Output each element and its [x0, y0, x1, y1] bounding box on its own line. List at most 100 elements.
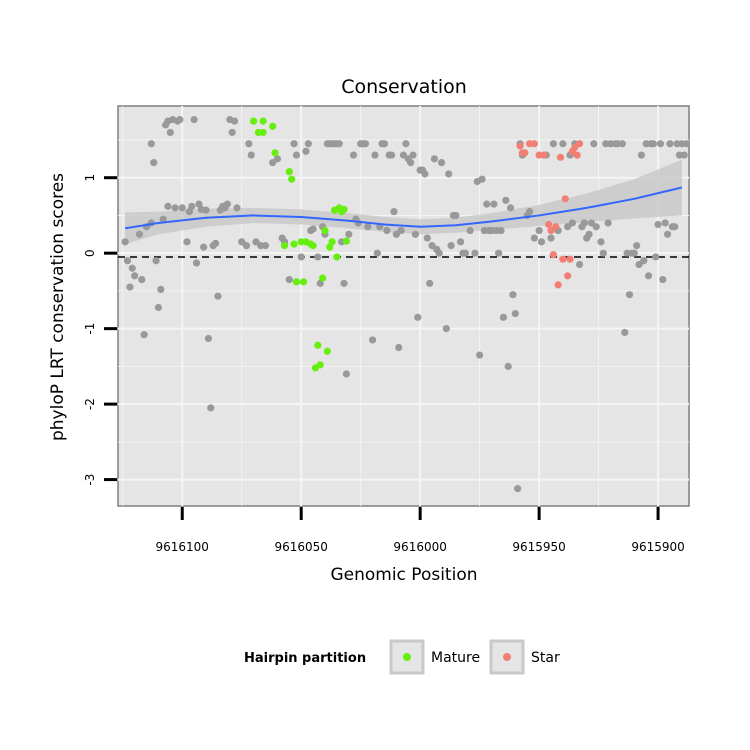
point-s0-15 [159, 215, 167, 223]
point-s0-124 [461, 249, 469, 257]
point-s0-169 [597, 238, 605, 246]
y-tick-label-4: 1 [83, 174, 97, 182]
point-s0-134 [490, 200, 498, 208]
point-s0-1 [123, 257, 132, 265]
point-s0-149 [530, 234, 538, 242]
point-s1-21 [323, 347, 331, 355]
point-s0-60 [292, 151, 301, 159]
point-s2-16 [566, 255, 574, 263]
point-s0-11 [150, 159, 158, 167]
point-s1-19 [319, 274, 327, 282]
point-s0-111 [426, 279, 434, 287]
point-s0-4 [131, 272, 139, 280]
point-s2-6 [540, 151, 548, 159]
legend-key-star [489, 639, 525, 675]
point-s2-20 [575, 140, 584, 148]
point-s2-19 [573, 151, 581, 159]
point-s0-98 [395, 343, 403, 352]
y-tick-label-1: -2 [83, 398, 97, 410]
point-s1-17 [314, 341, 322, 349]
point-s0-17 [164, 202, 172, 210]
point-s0-203 [683, 140, 691, 148]
point-s0-99 [397, 226, 405, 235]
point-s0-10 [147, 140, 155, 148]
point-s1-3 [259, 128, 267, 137]
point-s1-0 [250, 117, 258, 125]
point-s1-29 [342, 237, 350, 245]
point-s0-53 [261, 242, 270, 250]
point-s0-198 [671, 223, 679, 231]
point-s0-192 [656, 140, 665, 148]
point-s0-58 [285, 275, 293, 284]
point-s0-42 [223, 200, 232, 208]
point-s2-14 [561, 195, 569, 203]
point-s0-75 [335, 140, 343, 148]
point-s0-189 [649, 140, 657, 148]
point-s0-193 [659, 275, 667, 284]
point-s0-101 [402, 140, 410, 148]
point-s2-9 [549, 251, 557, 259]
point-s1-18 [316, 361, 324, 369]
point-s0-50 [247, 151, 255, 159]
point-s1-20 [321, 226, 329, 235]
point-s0-131 [483, 200, 491, 208]
point-s0-37 [211, 239, 220, 247]
smooth-line [124, 186, 683, 230]
point-s0-80 [349, 151, 358, 159]
grid-lines [118, 106, 689, 506]
point-s0-32 [200, 243, 208, 251]
point-s0-93 [383, 226, 391, 235]
point-s0-125 [466, 226, 474, 235]
point-s0-113 [430, 155, 439, 163]
point-s0-110 [423, 234, 431, 242]
point-s0-104 [409, 151, 417, 159]
point-s0-121 [452, 211, 460, 220]
point-s2-10 [552, 223, 560, 231]
point-s1-2 [259, 117, 267, 125]
data-points [121, 115, 691, 493]
chart-title: Conservation [341, 76, 467, 98]
point-s0-154 [549, 140, 557, 148]
point-s0-33 [202, 206, 210, 214]
point-s0-34 [204, 334, 213, 343]
point-s1-10 [292, 278, 301, 286]
point-s0-88 [371, 151, 379, 159]
point-s0-89 [373, 249, 381, 257]
point-s0-79 [345, 230, 353, 238]
point-s0-63 [304, 140, 312, 148]
point-s0-185 [640, 257, 648, 265]
point-s1-5 [271, 149, 279, 157]
point-s0-153 [547, 234, 555, 242]
point-s0-182 [633, 242, 641, 250]
point-s0-143 [511, 309, 519, 318]
legend-dot-mature [403, 653, 411, 661]
point-s0-129 [478, 175, 486, 183]
point-s0-179 [625, 291, 634, 299]
point-s0-202 [680, 151, 688, 159]
point-s2-7 [545, 220, 553, 229]
point-s0-118 [445, 170, 453, 178]
point-s0-44 [228, 128, 236, 137]
y-tick-label-0: -3 [83, 474, 97, 486]
point-s0-137 [497, 226, 505, 235]
point-s0-139 [502, 196, 510, 204]
point-s0-172 [604, 219, 612, 227]
y-tick-label-2: -1 [83, 323, 97, 335]
point-s0-122 [457, 238, 465, 246]
point-s0-181 [630, 249, 638, 257]
legend-label-star: Star [531, 650, 560, 666]
x-tick-label-3: 9615950 [512, 540, 565, 554]
point-s0-24 [178, 204, 186, 212]
legend: Hairpin partition Mature Star [244, 639, 560, 675]
point-s0-140 [504, 362, 512, 370]
point-s0-115 [435, 249, 443, 257]
point-s0-184 [637, 151, 646, 159]
point-s1-12 [299, 278, 308, 286]
point-s0-5 [135, 230, 144, 238]
point-s0-87 [368, 336, 377, 344]
point-s2-12 [556, 153, 565, 161]
point-s0-77 [340, 279, 348, 287]
point-s0-167 [590, 140, 598, 148]
point-s1-23 [328, 238, 336, 246]
point-s0-138 [499, 313, 508, 321]
